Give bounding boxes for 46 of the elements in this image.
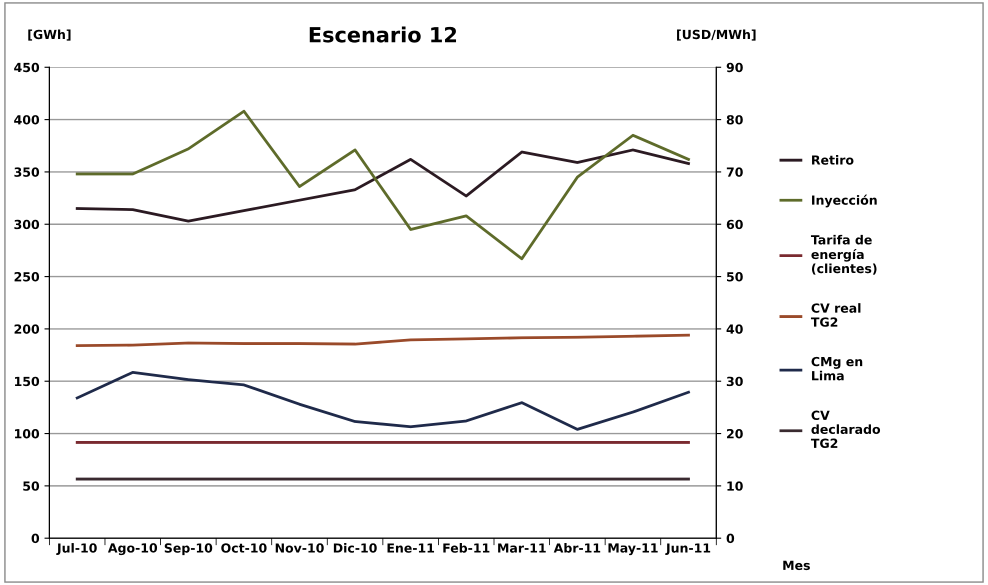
y2-tick-label: 70: [726, 167, 743, 177]
legend-label: Inyección: [812, 194, 877, 208]
y2-tick-label: 80: [726, 115, 743, 125]
chart-title: Escenario 12: [310, 26, 456, 43]
line-series: [76, 148, 690, 222]
y2-tick-label: 30: [726, 376, 743, 386]
legend-label: CMg en Lima: [812, 356, 862, 380]
line-series: [76, 110, 690, 260]
line-series: [76, 370, 690, 431]
x-tick-label: Ago-10: [108, 543, 158, 556]
legend-label: Tarifa de energía (clientes): [810, 234, 877, 275]
y-tick-label: 50: [23, 481, 40, 491]
y2-tick-label: 90: [726, 62, 743, 72]
y-tick-label: 400: [14, 115, 40, 125]
y2-tick-label: 50: [726, 272, 743, 282]
line-series: [76, 334, 690, 348]
y-axis-title: [GWh]: [28, 30, 71, 41]
legend-label: CV declarado TG2: [810, 410, 880, 448]
x-tick-label: Oct-10: [221, 543, 267, 553]
y2-tick-label: 20: [727, 429, 743, 438]
y-tick-label: 100: [14, 429, 40, 438]
x-axis-title: Mes: [783, 560, 810, 570]
y2-tick-label: 60: [726, 220, 743, 230]
y2-tick-label: 10: [727, 481, 743, 491]
y-tick-label: 350: [14, 167, 40, 177]
y2-axis-title: [USD/MWh]: [677, 30, 756, 41]
x-tick-label: Abr-11: [554, 543, 600, 553]
y-tick-label: 250: [14, 272, 40, 282]
y-tick-label: 200: [14, 324, 40, 334]
x-tick-label: Nov-10: [276, 543, 324, 553]
legend-label: Retiro: [812, 155, 854, 165]
x-tick-label: Dic-10: [334, 543, 377, 553]
y-tick-label: 0: [32, 534, 40, 544]
x-tick-label: May-11: [608, 543, 658, 556]
y2-tick-label: 40: [726, 324, 743, 334]
y-tick-label: 300: [14, 220, 40, 230]
x-tick-label: Sep-10: [164, 543, 212, 556]
x-tick-label: Jul-10: [56, 543, 97, 556]
y-tick-label: 150: [14, 376, 40, 386]
x-tick-label: Jun-11: [665, 543, 710, 556]
x-tick-label: Feb-11: [443, 543, 490, 553]
legend-label: CV real TG2: [810, 303, 860, 327]
y2-tick-label: 0: [726, 534, 734, 544]
x-tick-label: Ene-11: [388, 543, 434, 553]
x-tick-label: Mar-11: [498, 543, 546, 553]
y-tick-label: 450: [14, 62, 40, 72]
